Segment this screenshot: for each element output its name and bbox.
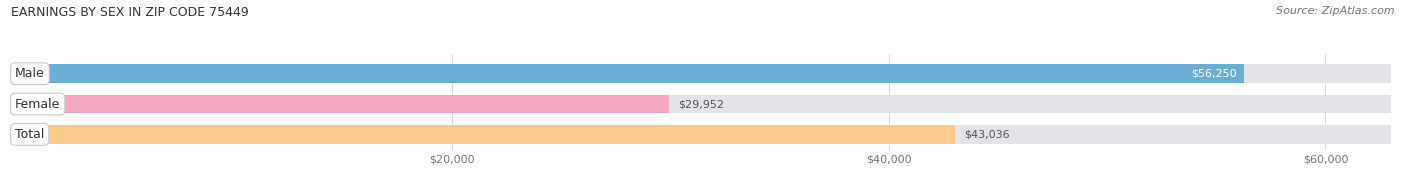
Text: Male: Male (15, 67, 45, 80)
Text: $56,250: $56,250 (1191, 69, 1237, 79)
Text: Total: Total (15, 128, 45, 141)
Bar (15, 95, 669, 113)
Bar (15, 95, 1391, 113)
Text: $29,952: $29,952 (678, 99, 724, 109)
Bar (15, 64, 1243, 83)
Text: $43,036: $43,036 (963, 129, 1010, 139)
Text: EARNINGS BY SEX IN ZIP CODE 75449: EARNINGS BY SEX IN ZIP CODE 75449 (11, 6, 249, 19)
Bar (15, 64, 1391, 83)
Text: Female: Female (15, 98, 60, 111)
Text: Source: ZipAtlas.com: Source: ZipAtlas.com (1277, 6, 1395, 16)
Bar (15, 125, 1391, 144)
Bar (15, 125, 955, 144)
